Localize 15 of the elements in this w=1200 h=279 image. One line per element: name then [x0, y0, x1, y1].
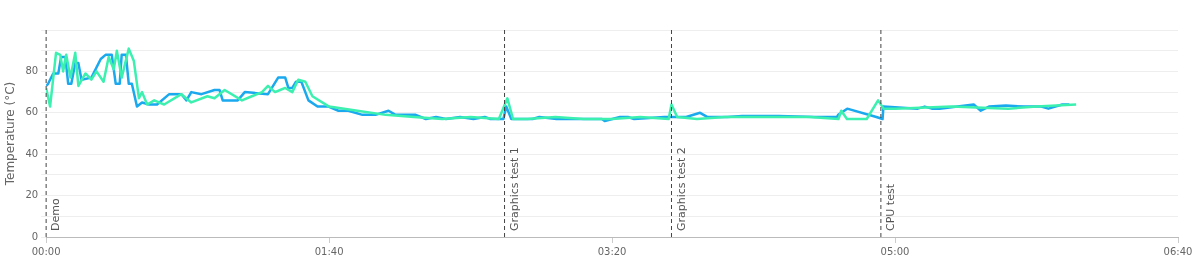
ref-line-label: Graphics test 2 [674, 147, 688, 231]
ref-line-label: CPU test [884, 183, 898, 231]
ref-line-label: Graphics test 1 [507, 147, 521, 231]
ref-line-label: Demo [49, 198, 63, 231]
x-tick-label: 00:00 [31, 245, 61, 257]
y-tick-label: 60 [25, 106, 39, 118]
y-tick-label: 20 [25, 189, 39, 201]
x-tick-label: 05:00 [880, 245, 910, 257]
x-tick-label: 06:40 [1163, 245, 1193, 257]
x-tick-label: 03:20 [597, 245, 627, 257]
y-tick-label: 0 [31, 230, 39, 242]
y-axis-title: Temperature (°C) [3, 81, 18, 187]
x-tick-label: 01:40 [314, 245, 344, 257]
y-tick-label: 80 [25, 64, 39, 76]
y-tick-label: 40 [25, 147, 39, 159]
